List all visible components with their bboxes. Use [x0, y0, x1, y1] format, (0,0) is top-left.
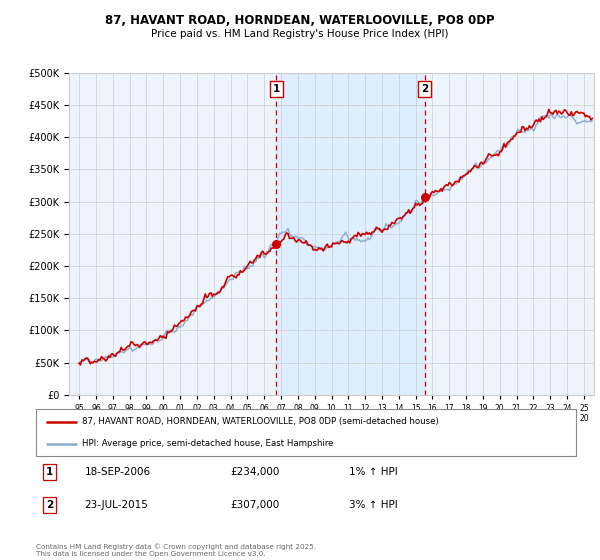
- Text: 1% ↑ HPI: 1% ↑ HPI: [349, 467, 398, 477]
- Text: 3% ↑ HPI: 3% ↑ HPI: [349, 500, 398, 510]
- Text: 18-SEP-2006: 18-SEP-2006: [85, 467, 151, 477]
- Bar: [277, 73, 425, 395]
- Text: HPI: Average price, semi-detached house, East Hampshire: HPI: Average price, semi-detached house,…: [82, 439, 334, 448]
- Text: Contains HM Land Registry data © Crown copyright and database right 2025.
This d: Contains HM Land Registry data © Crown c…: [36, 544, 316, 557]
- Text: 23-JUL-2015: 23-JUL-2015: [85, 500, 148, 510]
- Text: Price paid vs. HM Land Registry's House Price Index (HPI): Price paid vs. HM Land Registry's House …: [151, 29, 449, 39]
- Text: £307,000: £307,000: [230, 500, 280, 510]
- Text: 1: 1: [272, 84, 280, 94]
- Text: 2: 2: [421, 84, 428, 94]
- Text: 87, HAVANT ROAD, HORNDEAN, WATERLOOVILLE, PO8 0DP: 87, HAVANT ROAD, HORNDEAN, WATERLOOVILLE…: [105, 14, 495, 27]
- FancyBboxPatch shape: [36, 409, 576, 456]
- Text: 87, HAVANT ROAD, HORNDEAN, WATERLOOVILLE, PO8 0DP (semi-detached house): 87, HAVANT ROAD, HORNDEAN, WATERLOOVILLE…: [82, 417, 439, 426]
- Text: 1: 1: [46, 467, 53, 477]
- Text: 2: 2: [46, 500, 53, 510]
- Text: £234,000: £234,000: [230, 467, 280, 477]
